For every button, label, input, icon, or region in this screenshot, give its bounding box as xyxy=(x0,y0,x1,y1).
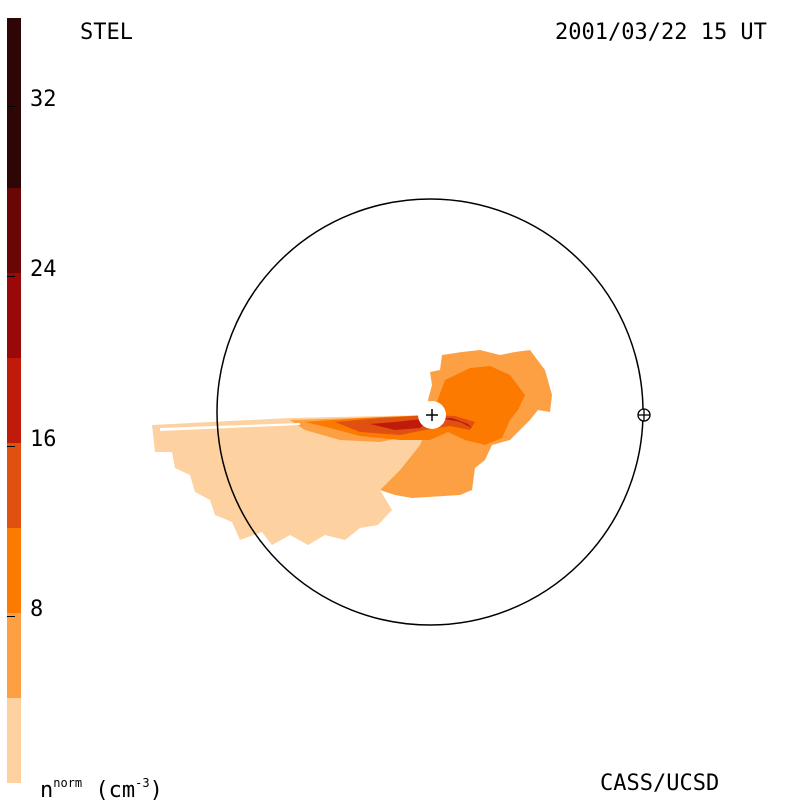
colorbar-segment-8 xyxy=(7,18,21,188)
colorbar-tickmark xyxy=(7,616,15,617)
density-region-level-1 xyxy=(152,415,432,545)
colorbar-segment-3 xyxy=(7,528,21,613)
colorbar-tick-label: 32 xyxy=(30,87,57,112)
density-region-level-5 xyxy=(370,418,432,430)
colorbar-segment-7 xyxy=(7,188,21,273)
density-region-level-5-right xyxy=(440,418,472,428)
colorbar-tickmark xyxy=(7,106,15,107)
units-label: nnorm (cm-3) xyxy=(40,772,163,802)
earth-symbol xyxy=(637,408,651,422)
colorbar-segment-2 xyxy=(7,613,21,698)
colorbar-tickmark xyxy=(7,446,15,447)
white-streak xyxy=(160,423,300,431)
colorbar-tickmark xyxy=(7,276,15,277)
units-close: ) xyxy=(149,778,163,803)
station-label: STEL xyxy=(80,20,133,45)
colorbar xyxy=(7,18,21,783)
colorbar-tick-label: 8 xyxy=(30,597,44,622)
units-exponent: -3 xyxy=(135,776,150,790)
colorbar-segment-5 xyxy=(7,358,21,443)
units-rest: (cm xyxy=(95,778,136,803)
units-superscript: norm xyxy=(53,776,83,790)
credit-label: CASS/UCSD xyxy=(600,771,720,796)
colorbar-segment-4 xyxy=(7,443,21,528)
colorbar-tick-label: 24 xyxy=(30,257,57,282)
colorbar-segment-6 xyxy=(7,273,21,358)
colorbar-tick-label: 16 xyxy=(30,427,57,452)
units-main: n xyxy=(40,778,54,803)
colorbar-segment-1 xyxy=(7,698,21,783)
timestamp-label: 2001/03/22 15 UT xyxy=(555,20,767,45)
